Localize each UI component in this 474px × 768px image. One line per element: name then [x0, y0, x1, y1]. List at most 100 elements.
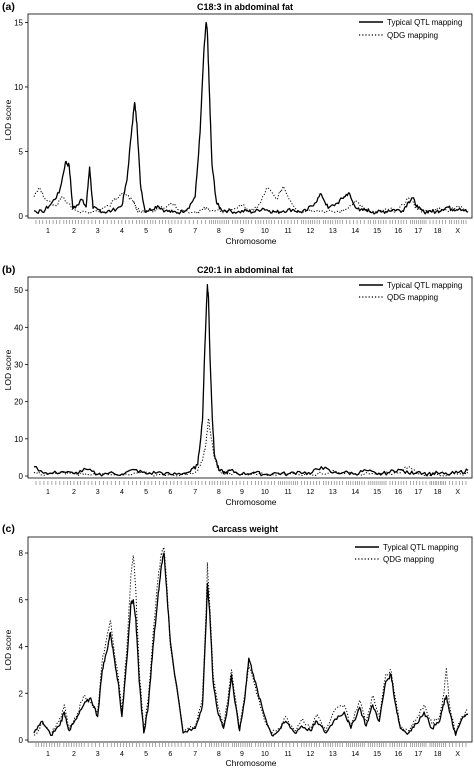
chromosome-label: 2	[72, 489, 76, 496]
panel-c-legend-solid-label: Typical QTL mapping	[383, 543, 458, 552]
panel-c-xlabel: Chromosome	[225, 758, 276, 768]
panel-b-xlabel: Chromosome	[225, 497, 276, 507]
chromosome-label: 13	[329, 751, 337, 758]
y-tick-label: 40	[14, 323, 23, 332]
y-tick-label: 15	[14, 18, 23, 27]
panel-c: (c) Carcass weight LOD score Chromosome …	[2, 523, 473, 768]
chromosome-label: 8	[217, 751, 221, 758]
panel-c-label: (c)	[2, 523, 15, 535]
chromosome-label: 7	[193, 228, 197, 235]
chromosome-label: 17	[414, 489, 422, 496]
chromosome-label: 6	[168, 751, 172, 758]
chromosome-label: 17	[414, 751, 422, 758]
y-tick-label: 4	[19, 643, 24, 652]
panel-a-label: (a)	[2, 1, 15, 13]
chromosome-label: 15	[373, 751, 381, 758]
panel-a-legend-solid-label: Typical QTL mapping	[387, 18, 462, 27]
typical-qtl-line	[33, 21, 469, 215]
chromosome-label: 5	[144, 751, 148, 758]
panel-b-title: C20:1 in abdominal fat	[197, 265, 293, 275]
panel-b: (b) C20:1 in abdominal fat LOD score Chr…	[2, 264, 473, 507]
panel-b-label: (b)	[2, 264, 15, 276]
chromosome-label: 17	[414, 228, 422, 235]
chromosome-label: 11	[284, 228, 291, 235]
chromosome-label: 13	[329, 489, 337, 496]
chromosome-label: 18	[434, 228, 442, 235]
chromosome-label: 3	[96, 228, 100, 235]
chromosome-label: 10	[261, 489, 269, 496]
chromosome-label: 7	[193, 751, 197, 758]
panel-a-ylabel: LOD score	[3, 99, 13, 140]
chromosome-label: X	[455, 228, 460, 235]
y-tick-label: 5	[19, 147, 24, 156]
chromosome-label: 13	[329, 228, 337, 235]
chromosome-label: 1	[46, 751, 50, 758]
panel-c-legend-dotted-label: QDG mapping	[383, 555, 434, 564]
chromosome-label: X	[455, 751, 460, 758]
y-tick-label: 30	[14, 360, 23, 369]
chromosome-label: 10	[261, 228, 269, 235]
chromosome-label: 16	[394, 751, 402, 758]
chromosome-label: 2	[72, 228, 76, 235]
panel-a-legend-dotted-label: QDG mapping	[387, 31, 438, 40]
chromosome-label: 3	[96, 489, 100, 496]
qdg-line	[33, 546, 469, 736]
typical-qtl-line	[33, 552, 469, 737]
chromosome-label: 8	[217, 489, 221, 496]
chromosome-label: 8	[217, 228, 221, 235]
plot-frame	[27, 276, 473, 479]
chromosome-label: 9	[240, 751, 244, 758]
panel-c-title: Carcass weight	[212, 524, 278, 534]
typical-qtl-line	[34, 283, 469, 477]
chromosome-label: 15	[373, 489, 381, 496]
chromosome-label: 4	[120, 228, 124, 235]
chromosome-label: 15	[373, 228, 381, 235]
chromosome-label: 16	[394, 489, 402, 496]
panel-b-ylabel: LOD score	[3, 349, 13, 390]
plot-frame	[27, 13, 473, 219]
chromosome-label: 12	[307, 228, 315, 235]
y-tick-label: 0	[19, 472, 24, 481]
chromosome-label: 6	[168, 228, 172, 235]
chromosome-label: 11	[284, 489, 291, 496]
panel-b-legend-dotted-label: QDG mapping	[387, 293, 438, 302]
chromosome-label: 18	[434, 489, 442, 496]
chromosome-label: 9	[240, 228, 244, 235]
chromosome-label: 12	[307, 751, 315, 758]
y-tick-label: 20	[14, 398, 23, 407]
y-tick-label: 0	[19, 212, 24, 221]
chromosome-label: 11	[284, 751, 291, 758]
panel-a: (a) C18:3 in abdominal fat LOD score Chr…	[2, 1, 473, 246]
chromosome-label: 4	[120, 489, 124, 496]
panel-b-legend-solid-label: Typical QTL mapping	[387, 281, 462, 290]
chromosome-label: 9	[240, 489, 244, 496]
plot-frame	[27, 536, 473, 743]
chromosome-label: 14	[351, 228, 359, 235]
qdg-line	[33, 417, 469, 477]
chromosome-label: 7	[193, 489, 197, 496]
chromosome-label: 18	[434, 751, 442, 758]
chromosome-label: 14	[351, 751, 359, 758]
chromosome-label: 5	[144, 228, 148, 235]
chromosome-label: 6	[168, 489, 172, 496]
chromosome-label: 3	[96, 751, 100, 758]
chromosome-label: 2	[72, 751, 76, 758]
qdg-line	[33, 185, 469, 215]
chromosome-label: 1	[46, 228, 50, 235]
chromosome-label: 16	[394, 228, 402, 235]
chromosome-label: 5	[144, 489, 148, 496]
panel-a-xlabel: Chromosome	[225, 236, 276, 246]
y-tick-label: 2	[19, 689, 24, 698]
panel-c-ylabel: LOD score	[3, 629, 13, 670]
y-tick-label: 10	[14, 435, 23, 444]
chromosome-label: 12	[307, 489, 315, 496]
chromosome-label: 14	[351, 489, 359, 496]
y-tick-label: 6	[19, 596, 24, 605]
chromosome-label: 4	[120, 751, 124, 758]
chromosome-label: 10	[261, 751, 269, 758]
panel-a-title: C18:3 in abdominal fat	[197, 2, 293, 12]
chromosome-label: 1	[46, 489, 50, 496]
y-tick-label: 50	[14, 286, 23, 295]
y-tick-label: 0	[19, 736, 24, 745]
